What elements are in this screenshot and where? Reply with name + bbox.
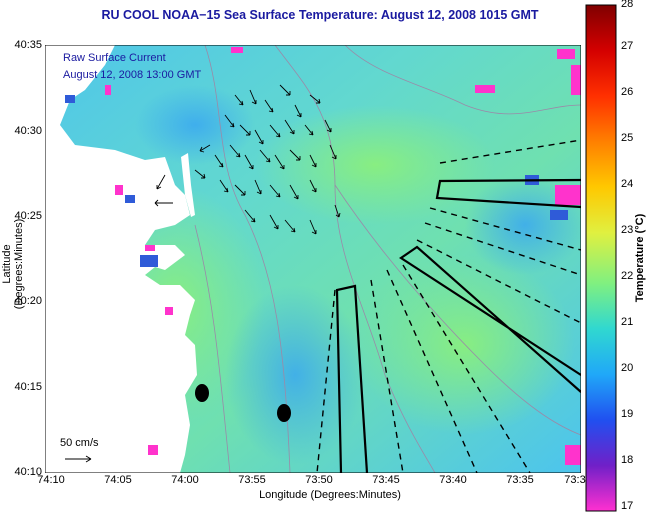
land-mass — [181, 153, 195, 217]
colorbar-tick: 22 — [621, 270, 634, 282]
x-tick-label: 73:50 — [305, 474, 333, 486]
colorbar-tick: 28 — [621, 0, 634, 10]
colorbar-tick: 19 — [621, 408, 634, 420]
legend-current-date: August 12, 2008 13:00 GMT — [63, 69, 202, 81]
depth-contours — [194, 45, 581, 473]
cool-patch — [135, 85, 255, 165]
colorbar-tick: 27 — [621, 40, 634, 52]
y-tick-label: 40:10 — [14, 466, 42, 478]
colorbar-tick: 26 — [621, 86, 634, 98]
x-tick-label: 73:55 — [238, 474, 266, 486]
land-mass — [45, 45, 197, 473]
colorbar-tick: 24 — [621, 178, 634, 190]
x-tick-label: 74:05 — [104, 474, 132, 486]
y-tick-label: 40:20 — [14, 295, 42, 307]
colorbar — [585, 4, 617, 512]
colorbar-tick: 20 — [621, 362, 634, 374]
y-tick-label: 40:30 — [14, 125, 42, 137]
y-tick-label: 40:15 — [14, 381, 42, 393]
warm-patch — [255, 105, 495, 225]
sst-map — [45, 45, 581, 473]
x-axis-label: Longitude (Degrees:Minutes) — [259, 489, 401, 501]
legend-current-label: Raw Surface Current — [63, 52, 166, 64]
x-tick-label: 73:35 — [506, 474, 534, 486]
cool-patch — [465, 175, 581, 275]
station-marker — [277, 404, 291, 422]
current-vectors — [154, 84, 341, 235]
x-tick-label: 73:40 — [439, 474, 467, 486]
cloud-mask — [105, 47, 581, 465]
x-tick-label: 74:10 — [37, 474, 65, 486]
map-title: RU COOL NOAA−15 Sea Surface Temperature:… — [101, 8, 539, 22]
colorbar-tick: 25 — [621, 132, 634, 144]
y-tick-label: 40:25 — [14, 210, 42, 222]
colorbar-tick: 17 — [621, 500, 634, 512]
x-tick-label: 73:3 — [564, 474, 586, 486]
x-tick-label: 74:00 — [171, 474, 199, 486]
station-marker — [195, 384, 209, 402]
transect-boxes — [335, 178, 581, 473]
x-tick-label: 73:45 — [372, 474, 400, 486]
colorbar-tick: 23 — [621, 224, 634, 236]
colorbar-tick: 18 — [621, 454, 634, 466]
y-tick-label: 40:35 — [14, 39, 42, 51]
y-axis-label: Latitude (Degrees:Minutes) — [1, 218, 25, 310]
scale-arrow — [65, 455, 92, 463]
transect-lines — [316, 139, 581, 473]
colorbar-label: Temperature (°C) — [634, 213, 646, 303]
scale-label: 50 cm/s — [60, 437, 99, 449]
colorbar-tick: 21 — [621, 316, 634, 328]
cool-patch — [225, 285, 365, 465]
